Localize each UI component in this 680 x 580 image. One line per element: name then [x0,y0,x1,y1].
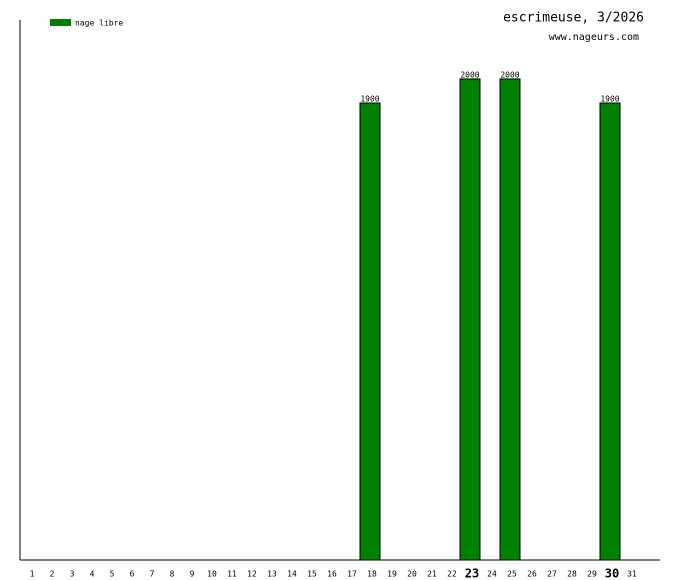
x-tick-label: 15 [307,570,317,579]
x-tick-label: 13 [267,570,277,579]
x-tick-label: 11 [227,570,237,579]
bar [499,78,521,561]
x-tick-label: 10 [207,570,217,579]
x-tick-label: 14 [287,570,297,579]
x-tick-label: 9 [190,570,195,579]
x-tick-label: 28 [567,570,577,579]
x-tick-label: 20 [407,570,417,579]
value-label: 1900 [600,94,619,103]
x-tick-label: 21 [427,570,437,579]
value-label: 2000 [500,70,519,79]
x-tick-label: 3 [70,570,75,579]
bar [599,102,621,561]
x-tick-label: 8 [170,570,175,579]
x-tick-label: 5 [110,570,115,579]
chart-subtitle: www.nageurs.com [549,32,639,43]
value-label: 1900 [360,94,379,103]
x-tick-label: 27 [547,570,557,579]
x-tick-label: 17 [347,570,357,579]
x-tick-label: 26 [527,570,537,579]
x-tick-label: 18 [367,570,377,579]
x-tick-label: 1 [30,570,35,579]
bar [459,78,481,561]
x-tick-label: 2 [50,570,55,579]
x-tick-label: 24 [487,570,497,579]
legend-swatch [50,19,71,26]
x-tick-label: 30 [605,567,619,580]
x-tick-label: 23 [465,567,479,580]
value-label: 2000 [460,70,479,79]
x-tick-label: 16 [327,570,337,579]
x-tick-label: 25 [507,570,517,579]
x-tick-label: 31 [627,570,637,579]
x-tick-label: 22 [447,570,457,579]
x-tick-label: 4 [90,570,95,579]
x-tick-label: 29 [587,570,597,579]
bar [359,102,381,561]
legend-label: nage libre [75,19,123,28]
x-tick-label: 6 [130,570,135,579]
x-tick-label: 19 [387,570,397,579]
chart-title: escrimeuse, 3/2026 [503,11,644,26]
x-tick-label: 7 [150,570,155,579]
x-tick-label: 12 [247,570,257,579]
